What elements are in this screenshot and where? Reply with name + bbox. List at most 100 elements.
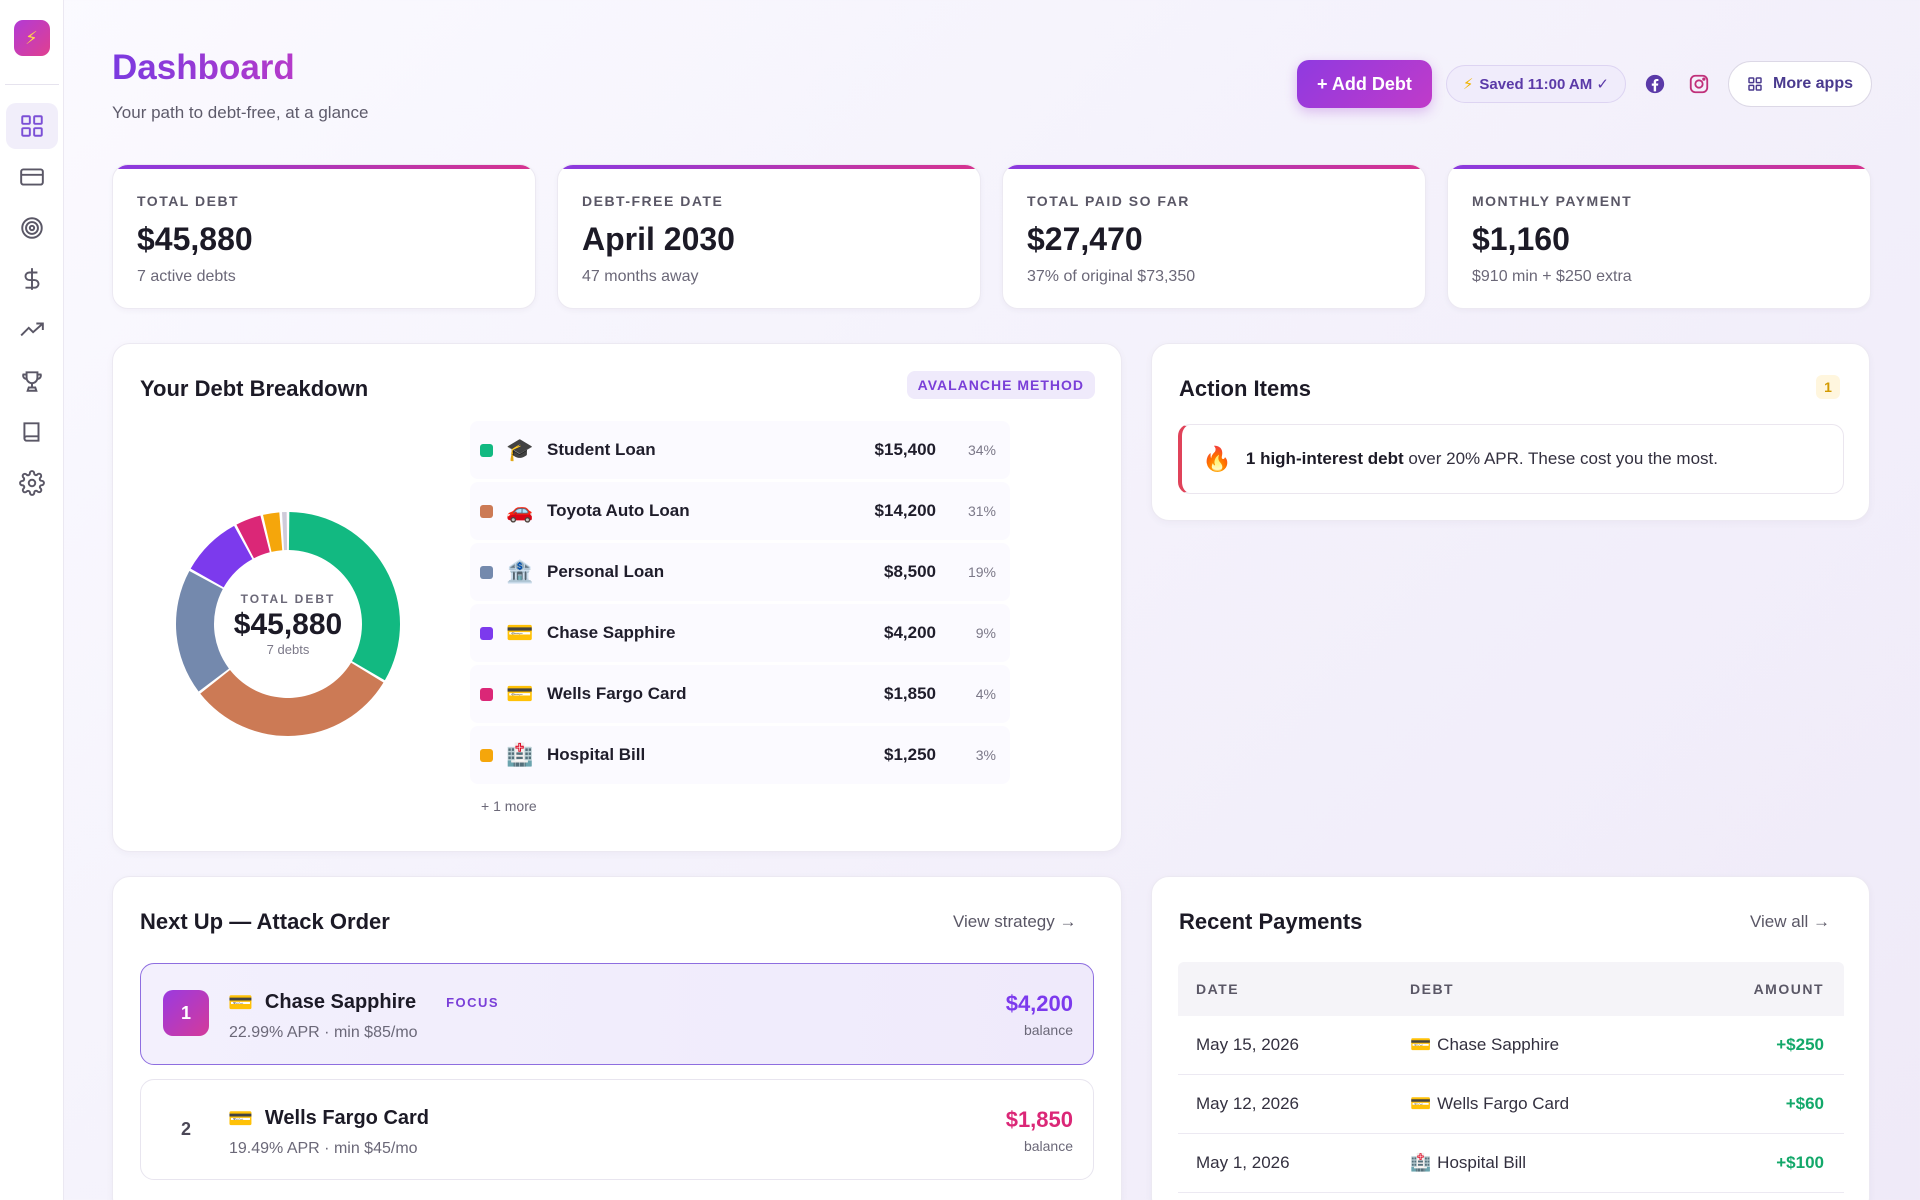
panel-title: Recent Payments (1179, 909, 1363, 934)
donut-slice[interactable] (288, 512, 400, 681)
sidebar-item-settings[interactable] (6, 460, 58, 506)
fire-icon: 🔥 (1202, 445, 1232, 473)
donut-slice[interactable] (281, 512, 288, 551)
debt-list: 🎓 Student Loan $15,400 34% 🚗 Toyota Auto… (470, 421, 1010, 787)
attack-item-amount: $1,850 (1005, 1107, 1073, 1132)
debt-amount: $1,250 (884, 745, 936, 764)
page-title: Dashboard (112, 48, 295, 87)
column-header-debt[interactable]: DEBT (1410, 981, 1455, 997)
saved-status-badge: ⚡ Saved 11:00 AM ✓ (1445, 65, 1626, 103)
sidebar-item-progress[interactable] (6, 307, 58, 353)
lightning-icon: ⚡ (25, 27, 38, 48)
stat-card-monthly-payment: MONTHLY PAYMENT $1,160 $910 min + $250 e… (1447, 164, 1871, 309)
more-debts-link[interactable]: + 1 more (481, 798, 537, 814)
stat-label: TOTAL DEBT (137, 193, 240, 209)
attack-item-amount: $4,200 (1005, 991, 1073, 1016)
panel-title: Your Debt Breakdown (140, 376, 369, 401)
rank-badge: 2 (180, 1118, 191, 1139)
debt-row[interactable]: 🚗 Toyota Auto Loan $14,200 31% (470, 482, 1010, 540)
donut-slice[interactable] (200, 662, 384, 736)
sidebar-item-debts[interactable] (6, 154, 58, 200)
page-subtitle: Your path to debt-free, at a glance (112, 103, 369, 122)
add-debt-button[interactable]: + Add Debt (1297, 60, 1432, 108)
table-row[interactable]: May 15, 2026 💳 Chase Sapphire +$250 (1178, 1016, 1844, 1075)
gear-icon (18, 470, 45, 496)
payment-amount: +$250 (1776, 1035, 1824, 1054)
alert-rest-text: over 20% APR. These cost you the most. (1403, 449, 1718, 468)
payment-debt-name: Chase Sapphire (1437, 1035, 1560, 1054)
sidebar-item-payments[interactable] (6, 256, 58, 302)
attack-item-focus[interactable]: 1 💳 Chase Sapphire FOCUS 22.99% APR · mi… (140, 963, 1094, 1065)
sidebar-item-dashboard[interactable] (5, 103, 58, 149)
high-interest-alert[interactable]: 🔥 1 high-interest debt over 20% APR. The… (1178, 424, 1844, 494)
lightning-icon: ⚡ (1462, 76, 1474, 93)
facebook-link[interactable] (1640, 69, 1670, 99)
sidebar-item-goals[interactable] (6, 205, 58, 251)
payment-debt-name: Wells Fargo Card (1437, 1094, 1570, 1113)
stat-card-total-paid: TOTAL PAID SO FAR $27,470 37% of origina… (1002, 164, 1426, 309)
table-row[interactable]: May 1, 2026 🏥 Hospital Bill +$100 (1178, 1134, 1844, 1193)
stat-sub: 7 active debts (137, 268, 236, 285)
more-apps-button[interactable]: More apps (1727, 61, 1872, 107)
debt-percent: 34% (967, 442, 996, 458)
balance-label: balance (1023, 1022, 1073, 1038)
instagram-link[interactable] (1684, 69, 1714, 99)
rank-badge: 1 (163, 990, 209, 1036)
payment-amount: +$60 (1785, 1094, 1824, 1113)
debt-row[interactable]: 🏦 Personal Loan $8,500 19% (470, 543, 1010, 601)
debt-donut-chart: TOTAL DEBT $45,880 7 debts (172, 508, 404, 740)
facebook-icon (1645, 74, 1665, 94)
action-count-badge: 1 (1816, 375, 1840, 399)
grid-icon (20, 115, 43, 137)
method-badge[interactable]: AVALANCHE METHOD (906, 371, 1095, 399)
view-strategy-link[interactable]: View strategy → (953, 912, 1077, 931)
donut-slice[interactable] (176, 570, 229, 692)
credit-card-icon: 💳 (228, 1108, 253, 1130)
sidebar-item-learn[interactable] (6, 409, 58, 455)
panel-title: Next Up — Attack Order (140, 909, 390, 934)
debt-row[interactable]: 🎓 Student Loan $15,400 34% (470, 421, 1010, 479)
debt-color-dot (480, 565, 493, 579)
table-row[interactable]: May 12, 2026 💳 Wells Fargo Card +$60 (1178, 1075, 1844, 1134)
donut-center-sub: 7 debts (266, 641, 310, 657)
credit-card-icon (19, 168, 44, 186)
sidebar-item-achievements[interactable] (6, 358, 58, 404)
debt-color-dot (480, 687, 493, 701)
view-all-payments-link[interactable]: View all → (1750, 912, 1830, 931)
attack-item-name: 💳 Chase Sapphire FOCUS (228, 990, 499, 1015)
donut-center-value: $45,880 (233, 607, 343, 641)
hospital-icon: 🏥 (506, 742, 534, 767)
attack-item-details: 19.49% APR · min $45/mo (229, 1140, 418, 1157)
debt-row[interactable]: 💳 Chase Sapphire $4,200 9% (470, 604, 1010, 662)
column-header-amount[interactable]: AMOUNT (1753, 981, 1824, 997)
donut-slice[interactable] (236, 515, 270, 559)
debt-name: Chase Sapphire (547, 623, 676, 642)
stat-value: $27,470 (1027, 221, 1143, 257)
alert-text: 1 high-interest debt over 20% APR. These… (1246, 449, 1718, 469)
attack-item-label: Wells Fargo Card (264, 1107, 430, 1129)
stat-card-total-debt: TOTAL DEBT $45,880 7 active debts (112, 164, 536, 309)
credit-card-icon: 💳 (1410, 1094, 1432, 1113)
donut-slice[interactable] (190, 525, 253, 588)
column-header-date[interactable]: DATE (1196, 981, 1240, 997)
debt-name: Hospital Bill (547, 745, 646, 764)
debt-color-dot (480, 504, 493, 518)
payment-debt-name: Hospital Bill (1437, 1153, 1526, 1172)
credit-card-icon: 💳 (228, 992, 253, 1014)
debt-percent: 31% (967, 503, 996, 519)
attack-item[interactable]: 2 💳 Wells Fargo Card 19.49% APR · min $4… (140, 1079, 1094, 1180)
credit-card-icon: 💳 (506, 620, 534, 645)
debt-percent: 19% (967, 564, 996, 580)
header-actions: + Add Debt ⚡ Saved 11:00 AM ✓ More apps (1297, 60, 1872, 108)
payment-date: May 1, 2026 (1196, 1153, 1290, 1172)
donut-center: TOTAL DEBT $45,880 7 debts (172, 508, 404, 740)
stat-value: April 2030 (582, 221, 735, 257)
debt-row[interactable]: 🏥 Hospital Bill $1,250 3% (470, 726, 1010, 784)
donut-slice[interactable] (263, 512, 283, 552)
stat-sub: 47 months away (582, 268, 699, 285)
app-logo[interactable]: ⚡ (13, 20, 50, 56)
payment-date: May 15, 2026 (1196, 1035, 1300, 1054)
saved-status-label: Saved 11:00 AM ✓ (1479, 76, 1609, 93)
debt-row[interactable]: 💳 Wells Fargo Card $1,850 4% (470, 665, 1010, 723)
debt-amount: $15,400 (874, 440, 936, 459)
